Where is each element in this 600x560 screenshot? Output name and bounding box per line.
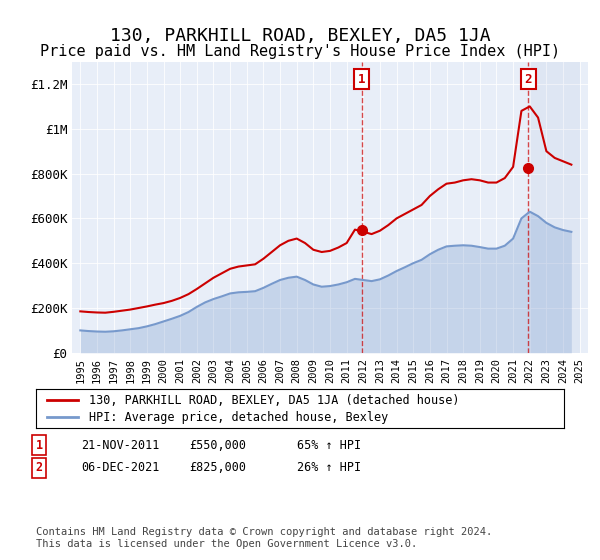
Text: 06-DEC-2021: 06-DEC-2021 bbox=[81, 461, 160, 474]
Text: Contains HM Land Registry data © Crown copyright and database right 2024.
This d: Contains HM Land Registry data © Crown c… bbox=[36, 527, 492, 549]
Text: 130, PARKHILL ROAD, BEXLEY, DA5 1JA: 130, PARKHILL ROAD, BEXLEY, DA5 1JA bbox=[110, 27, 490, 45]
Text: 2: 2 bbox=[524, 73, 532, 86]
Text: 2: 2 bbox=[35, 461, 43, 474]
Text: HPI: Average price, detached house, Bexley: HPI: Average price, detached house, Bexl… bbox=[89, 411, 388, 424]
Bar bbox=[530, 62, 580, 353]
Text: Price paid vs. HM Land Registry's House Price Index (HPI): Price paid vs. HM Land Registry's House … bbox=[40, 44, 560, 59]
Text: 21-NOV-2011: 21-NOV-2011 bbox=[81, 438, 160, 452]
Text: 65% ↑ HPI: 65% ↑ HPI bbox=[297, 438, 361, 452]
Text: 1: 1 bbox=[35, 438, 43, 452]
Text: £825,000: £825,000 bbox=[189, 461, 246, 474]
Text: 26% ↑ HPI: 26% ↑ HPI bbox=[297, 461, 361, 474]
Text: 130, PARKHILL ROAD, BEXLEY, DA5 1JA (detached house): 130, PARKHILL ROAD, BEXLEY, DA5 1JA (det… bbox=[89, 394, 460, 407]
Text: £550,000: £550,000 bbox=[189, 438, 246, 452]
Text: 1: 1 bbox=[358, 73, 365, 86]
